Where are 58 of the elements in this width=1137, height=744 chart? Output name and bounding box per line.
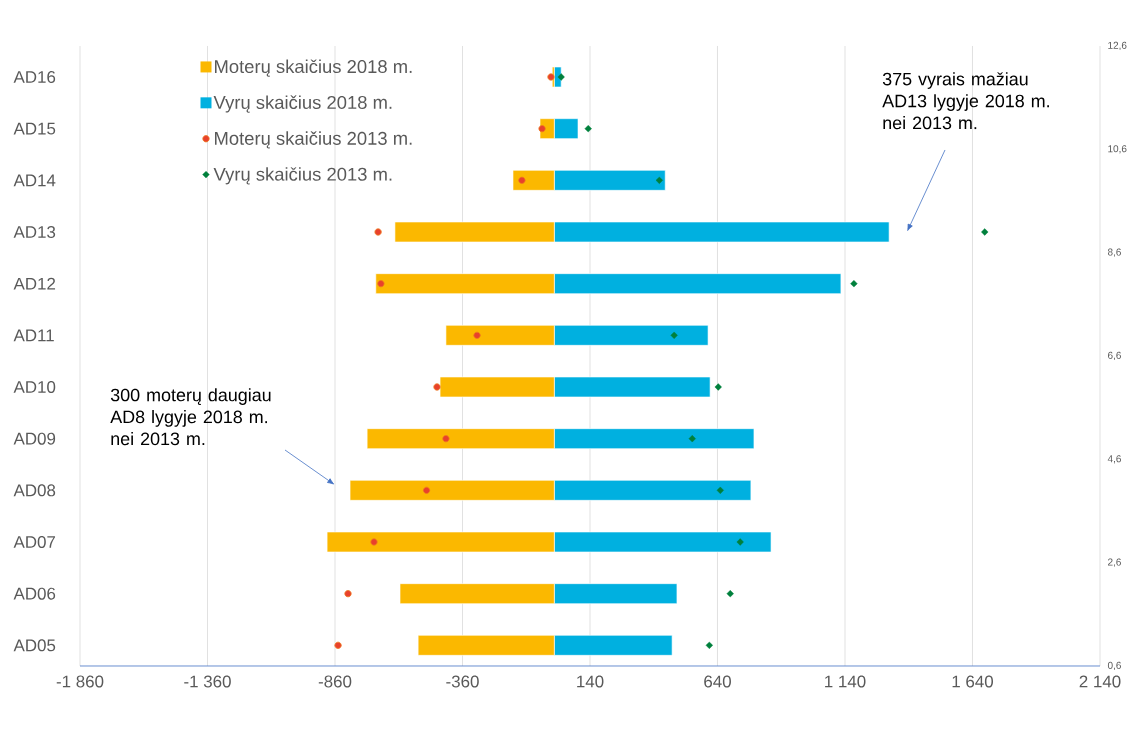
x-tick-label: 140 <box>577 675 604 688</box>
y-tick-label: AD07 <box>13 535 56 548</box>
point <box>547 73 555 81</box>
y-tick-label: AD09 <box>13 432 56 445</box>
x-tick-label: 640 <box>704 675 731 688</box>
point <box>442 435 450 443</box>
y2-tick-label: 8,6 <box>1107 248 1121 257</box>
point <box>518 176 526 184</box>
point <box>377 280 385 288</box>
y-tick-label: AD05 <box>13 639 56 652</box>
y-tick-label: AD13 <box>13 225 56 238</box>
y2-tick-label: 12,6 <box>1108 41 1127 51</box>
point <box>850 280 858 288</box>
point <box>981 228 989 236</box>
y-tick-label: AD06 <box>13 587 56 600</box>
y2-tick-label: 10,6 <box>1108 145 1127 154</box>
point <box>422 486 431 494</box>
point <box>670 331 678 339</box>
y-tick-label: AD08 <box>13 484 56 497</box>
point <box>374 228 382 236</box>
annotation: 375 vyrais mažiau AD13 lygyje 2018 m. nei 2013 m. <box>882 72 1049 130</box>
y-tick-label: AD12 <box>13 277 56 290</box>
point <box>584 125 592 133</box>
point <box>538 125 546 133</box>
point <box>433 383 441 391</box>
point <box>344 590 352 598</box>
point <box>557 73 565 81</box>
point <box>726 590 734 598</box>
y2-tick-label: 6,6 <box>1108 351 1121 361</box>
y2-tick-label: 0,6 <box>1107 661 1121 671</box>
y2-tick-label: 2,6 <box>1108 558 1121 567</box>
point <box>688 435 696 443</box>
y-tick-label: AD11 <box>13 329 54 342</box>
x-tick-label: -360 <box>446 675 479 688</box>
point <box>655 176 663 184</box>
point <box>714 383 722 391</box>
x-tick-label: 1 140 <box>825 675 866 688</box>
y2-tick-label: 4,6 <box>1107 455 1121 464</box>
y-tick-label: AD10 <box>13 380 56 393</box>
point <box>370 538 378 546</box>
x-tick-label: -1 360 <box>184 675 231 688</box>
y-tick-label: AD14 <box>13 174 56 187</box>
legend-label: Vyrų skaičius 2013 m. <box>213 167 392 185</box>
x-tick-label: -860 <box>318 675 352 688</box>
legend-label: Moterų skaičius 2018 m. <box>215 59 412 77</box>
point <box>473 331 481 339</box>
legend-label: Moterų skaičius 2013 m. <box>215 131 412 149</box>
x-tick-label: 1 640 <box>952 675 994 688</box>
y-tick-label: AD16 <box>13 70 56 83</box>
y-tick-label: AD15 <box>13 122 56 135</box>
point <box>334 641 342 649</box>
x-tick-label: 2 140 <box>1079 675 1121 688</box>
point <box>716 486 724 494</box>
point <box>736 538 744 546</box>
legend-label: Vyrų skaičius 2018 m. <box>213 95 392 113</box>
x-tick-label: -1 860 <box>56 675 104 688</box>
point <box>705 641 713 649</box>
annotation: 300 moterų daugiau AD8 lygyje 2018 m. nei 2013 m. <box>110 388 271 446</box>
